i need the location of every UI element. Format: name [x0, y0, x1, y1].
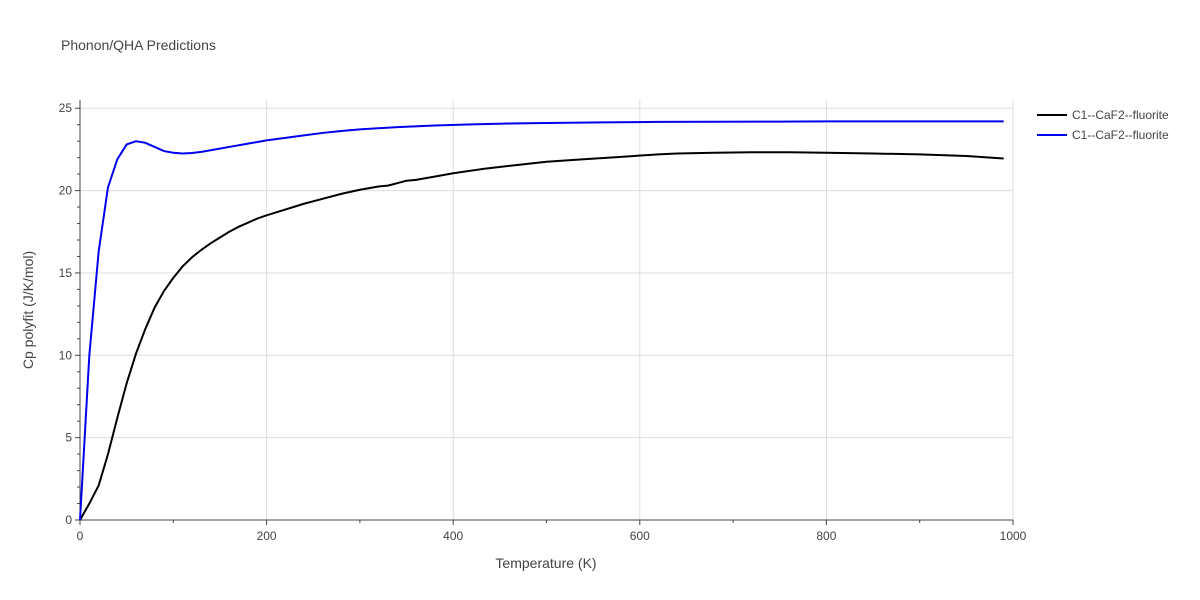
y-tick-label: 15 [59, 266, 73, 280]
x-tick-label: 400 [443, 529, 463, 543]
series-line-1[interactable] [79, 151, 1004, 521]
x-tick-label: 200 [257, 529, 277, 543]
y-tick-label: 20 [59, 184, 73, 198]
legend-item[interactable]: C1--CaF2--fluorite [1037, 128, 1169, 142]
y-tick-label: 10 [59, 348, 73, 362]
y-axis-title: Cp polyfit (J/K/mol) [20, 251, 36, 369]
axes-layer: 0 200 400 600 800 1000 0 5 10 15 20 25 [59, 100, 1027, 543]
chart-title: Phonon/QHA Predictions [61, 37, 216, 53]
x-tick-label: 1000 [1000, 529, 1027, 543]
x-axis-title: Temperature (K) [495, 555, 596, 571]
legend-label: C1--CaF2--fluorite [1072, 108, 1169, 122]
legend-item[interactable]: C1--CaF2--fluorite [1037, 108, 1169, 122]
legend[interactable]: C1--CaF2--fluorite C1--CaF2--fluorite [1037, 108, 1169, 142]
y-tick-label: 0 [65, 513, 72, 527]
x-tick-label: 600 [630, 529, 650, 543]
series-layer [79, 120, 1004, 521]
y-tick-label: 5 [65, 431, 72, 445]
y-tick-label: 25 [59, 101, 73, 115]
series-line-2[interactable] [79, 120, 1004, 521]
legend-label: C1--CaF2--fluorite [1072, 128, 1169, 142]
x-tick-label: 800 [816, 529, 836, 543]
x-tick-label: 0 [77, 529, 84, 543]
grid-layer [80, 100, 1014, 520]
